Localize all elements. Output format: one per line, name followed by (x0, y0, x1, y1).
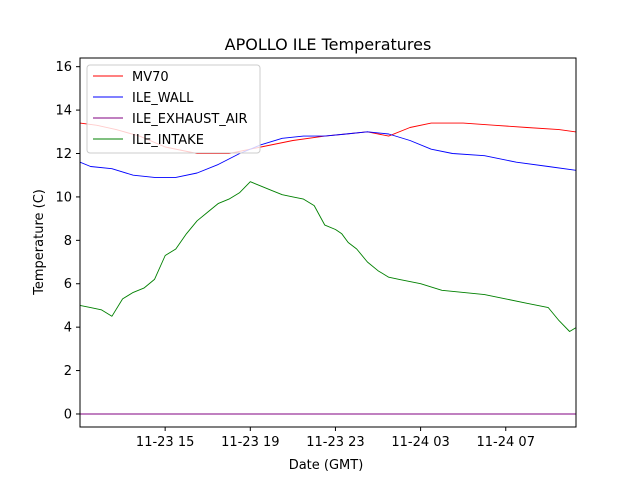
legend-label: MV70 (132, 70, 169, 85)
y-axis-label: Temperature (C) (32, 189, 47, 296)
x-axis-label: Date (GMT) (289, 458, 364, 473)
chart-title: APOLLO ILE Temperatures (225, 35, 432, 54)
legend: MV70 ILE_WALL ILE_EXHAUST_AIR ILE_INTAKE (86, 64, 261, 154)
y-tick-label: 8 (64, 234, 72, 249)
legend-box (86, 64, 261, 154)
y-tick-label: 4 (64, 321, 72, 336)
x-tick-label: 11-23 15 (136, 435, 194, 450)
y-tick-label: 2 (64, 364, 72, 379)
y-tick-label: 12 (55, 147, 72, 162)
legend-label: ILE_WALL (132, 91, 194, 106)
series-line-ile-wall (80, 131, 576, 178)
y-tick-label: 0 (64, 407, 72, 422)
plot-frame (79, 57, 577, 428)
y-tick-label: 14 (55, 104, 72, 119)
legend-label: ILE_EXHAUST_AIR (132, 112, 248, 127)
legend-label: ILE_INTAKE (132, 133, 204, 148)
x-tick-label: 11-24 03 (391, 435, 449, 450)
y-tick-label: 10 (55, 190, 72, 205)
x-tick-label: 11-23 19 (221, 435, 279, 450)
x-tick-label: 11-23 23 (306, 435, 364, 450)
series-line-ile-intake (80, 181, 576, 332)
y-tick-label: 16 (55, 60, 72, 75)
x-tick-label: 11-24 07 (477, 435, 535, 450)
y-tick-label: 6 (64, 277, 72, 292)
